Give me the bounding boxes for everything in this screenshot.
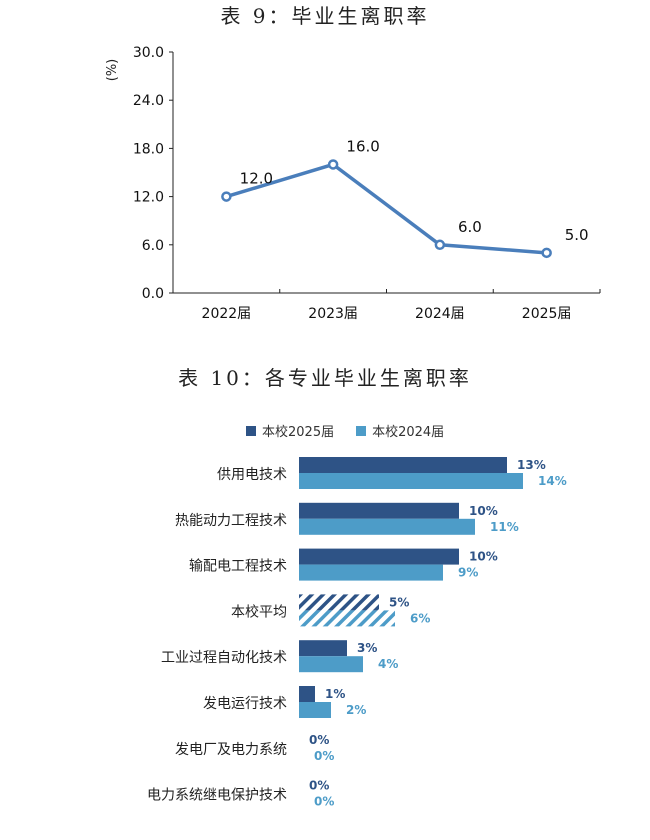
bar — [299, 702, 331, 718]
bar — [299, 640, 347, 657]
category-label: 发电厂及电力系统 — [175, 742, 287, 758]
category-label: 发电运行技术 — [203, 696, 287, 712]
series-line — [225, 162, 547, 255]
category-label: 本校平均 — [231, 603, 287, 620]
y-tick-label: 6.0 — [142, 238, 164, 254]
bar-chart-title: 表 10：各专业毕业生离职率 — [178, 366, 472, 390]
data-label: 5.0 — [565, 226, 589, 244]
category-label: 供用电技术 — [217, 467, 287, 483]
bar-value-label: 13% — [517, 458, 546, 472]
legend-swatch-2024 — [356, 425, 367, 436]
bar-value-label: 4% — [378, 657, 398, 671]
bar-value-label: 0% — [314, 795, 334, 809]
bar-value-label: 11% — [490, 520, 519, 534]
y-tick-label: 30.0 — [133, 45, 164, 61]
hatched-bar — [299, 610, 395, 627]
bar-value-label: 5% — [389, 595, 409, 609]
bar — [299, 518, 475, 535]
data-label: 6.0 — [458, 218, 482, 236]
bar-value-label: 9% — [458, 566, 478, 580]
bar-value-label: 3% — [357, 641, 377, 655]
category-label: 热能动力工程技术 — [175, 513, 287, 529]
line-chart-title: 表 9：毕业生离职率 — [220, 4, 430, 28]
y-tick-label: 24.0 — [133, 93, 164, 109]
y-axis-label: (%) — [105, 59, 120, 82]
bar — [299, 473, 523, 489]
bar-value-label: 10% — [469, 550, 498, 564]
y-tick-label: 12.0 — [133, 190, 164, 206]
y-tick-label: 18.0 — [133, 141, 164, 157]
legend-item-2025: 本校2025届 — [246, 421, 334, 440]
category-label: 工业过程自动化技术 — [161, 650, 287, 666]
bar-value-label: 2% — [346, 703, 366, 717]
bar — [299, 502, 459, 519]
x-tick-label: 2024届 — [415, 306, 465, 322]
hatched-bar — [299, 594, 379, 611]
bar-value-label: 0% — [309, 733, 329, 747]
bar-value-label: 1% — [325, 687, 345, 701]
bar-value-label: 10% — [469, 504, 498, 518]
bar-value-label: 6% — [410, 611, 430, 625]
bar — [299, 457, 507, 473]
legend-label-2025: 本校2025届 — [262, 425, 335, 440]
line-chart: (%) 0.0 6.0 12.0 18.0 24.0 30.0 2022届 2023届 202… — [105, 45, 601, 322]
bar-chart: 供用电技术热能动力工程技术输配电工程技术本校平均工业过程自动化技术发电运行技术发… — [147, 457, 567, 809]
legend-label-2024: 本校2024届 — [372, 425, 445, 440]
bar — [299, 564, 443, 581]
category-label: 电力系统继电保护技术 — [147, 788, 287, 804]
data-point — [541, 247, 552, 259]
data-label: 12.0 — [240, 170, 273, 188]
bar-legend: 本校2025届 本校2024届 — [246, 421, 444, 440]
bar-value-label: 0% — [309, 779, 329, 793]
legend-item-2024: 本校2024届 — [356, 421, 444, 440]
bar — [299, 548, 459, 565]
x-tick-label: 2025届 — [522, 306, 572, 322]
data-point — [327, 159, 339, 170]
category-label: 输配电工程技术 — [189, 559, 287, 575]
legend-swatch-2025 — [246, 425, 256, 436]
data-label: 16.0 — [346, 137, 379, 155]
y-tick-label: 0.0 — [142, 286, 164, 302]
bar — [299, 656, 363, 673]
bar-value-label: 0% — [314, 749, 334, 763]
x-tick-label: 2023届 — [308, 306, 358, 322]
x-tick-label: 2022届 — [202, 306, 252, 322]
data-point — [434, 239, 446, 251]
bar-value-label: 14% — [538, 474, 567, 488]
bar — [299, 686, 315, 702]
data-point — [221, 191, 232, 202]
